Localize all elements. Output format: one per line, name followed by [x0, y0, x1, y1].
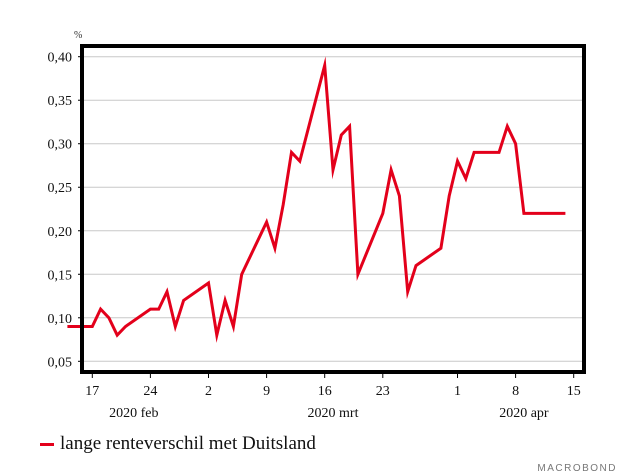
x-tick-label: 1: [454, 384, 461, 399]
x-tick-label: 17: [85, 384, 99, 399]
x-tick-label: 2: [205, 384, 212, 399]
y-tick-label: 0,05: [48, 355, 73, 370]
x-month-label: 2020 mrt: [308, 406, 359, 421]
brand-watermark: MACROBOND: [537, 463, 617, 474]
y-tick-label: 0,25: [48, 181, 73, 196]
y-tick-label: 0,40: [48, 51, 73, 66]
y-tick-label: 0,15: [48, 268, 73, 283]
x-month-label: 2020 apr: [499, 406, 549, 421]
series-line: [67, 56, 566, 343]
x-month-label: 2020 feb: [109, 406, 158, 421]
gridlines: [84, 56, 582, 362]
y-tick-label: 0,10: [48, 312, 73, 327]
y-tick-label: 0,35: [48, 94, 73, 109]
y-tick-label: 0,20: [48, 225, 73, 240]
x-tick-label: 15: [567, 384, 581, 399]
x-tick-label: 16: [318, 384, 332, 399]
y-tick-label: 0,30: [48, 138, 73, 153]
series-layer: [67, 56, 566, 343]
x-tick-label: 23: [376, 384, 390, 399]
x-tick-label: 8: [512, 384, 519, 399]
line-chart: 0,05 0,10 0,15 0,20 0,25 0,30 0,35 0,40 17 24 2 9 16…: [48, 30, 586, 421]
x-tick-label: 24: [143, 384, 157, 399]
legend-label: lange renteverschil met Duitsland: [60, 433, 316, 454]
axes: 0,05 0,10 0,15 0,20 0,25 0,30 0,35 0,40 17 24 2 9 16…: [48, 51, 581, 421]
y-axis-unit: %: [74, 30, 82, 41]
plot-frame: [80, 44, 586, 374]
legend: lange renteverschil met Duitsland: [40, 433, 316, 455]
legend-swatch: [40, 442, 54, 446]
x-tick-label: 9: [263, 384, 270, 399]
